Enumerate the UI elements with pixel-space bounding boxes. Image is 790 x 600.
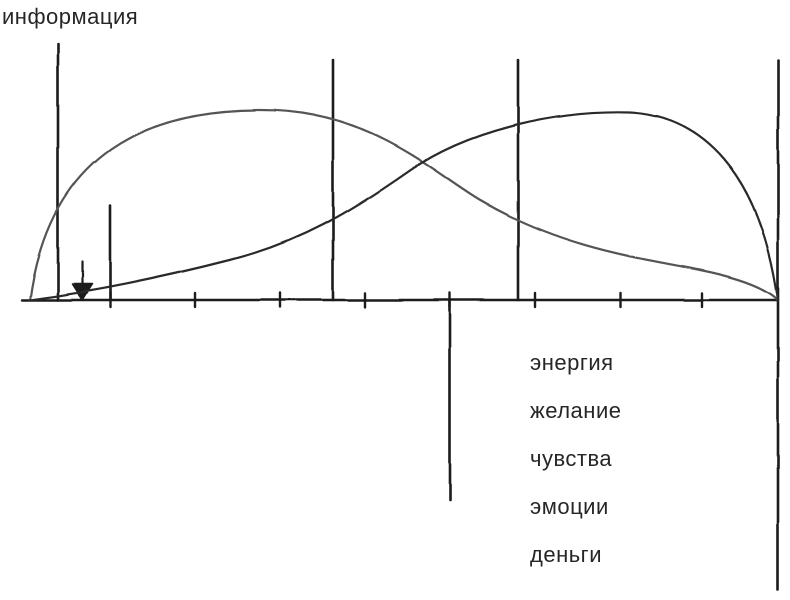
diagram-stage: информация энергияжеланиечувстваэмоцииде… [0,0,790,600]
curve-2 [30,112,778,300]
curve-1 [30,110,778,300]
legend-item-0: энергия [530,350,621,376]
legend-item-2: чувства [530,446,621,472]
legend-item-4: деньги [530,542,621,568]
legend-item-1: желание [530,398,621,424]
sketch-svg [0,0,790,600]
legend: энергия желание чувства эмоции деньги [530,350,621,568]
legend-item-3: эмоции [530,494,621,520]
